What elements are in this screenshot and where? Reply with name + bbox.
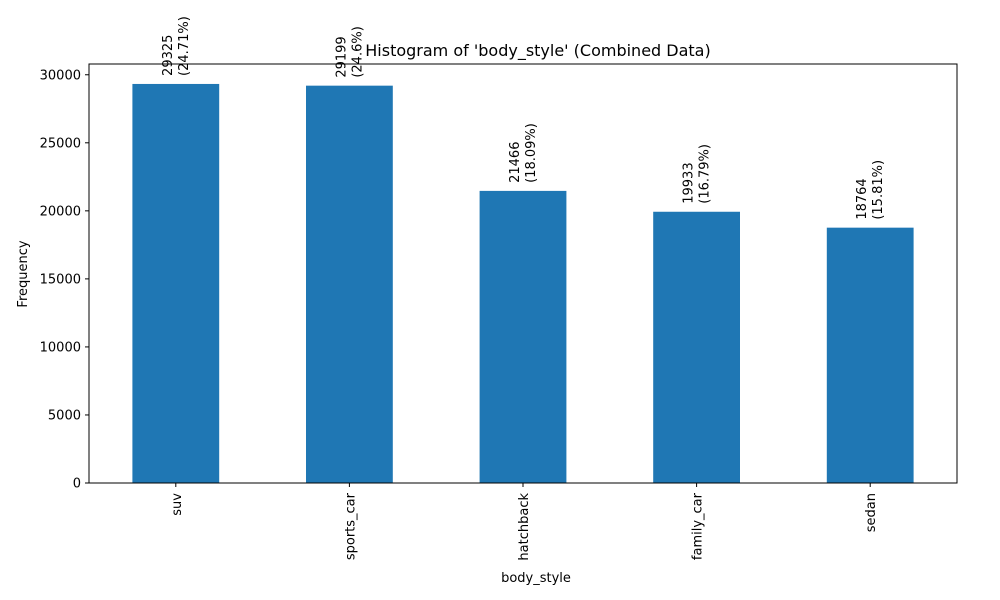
chart-title: Histogram of 'body_style' (Combined Data… xyxy=(365,41,710,61)
x-tick-label-hatchback: hatchback xyxy=(517,493,532,561)
y-axis-label: Frequency xyxy=(16,240,31,307)
bar-value-label-sports_car: 29199(24.6%) xyxy=(334,26,365,77)
x-tick-label-sports_car: sports_car xyxy=(343,492,358,560)
bar-value-label-suv: 29325(24.71%) xyxy=(161,16,192,76)
bar-hatchback xyxy=(479,190,567,483)
bar-family_car xyxy=(653,211,740,483)
y-tick-label-25000: 25000 xyxy=(40,136,81,151)
bar-value-label-hatchback: 21466(18.09%) xyxy=(508,123,539,183)
bar-sports_car xyxy=(306,85,393,484)
plot-area: 29325(24.71%) suv 29199(24.6%) sports_car 21… xyxy=(40,16,958,561)
y-tick-label-0: 0 xyxy=(73,477,81,492)
y-tick-label-10000: 10000 xyxy=(40,340,81,355)
bar-suv xyxy=(132,83,220,483)
x-tick-label-family_car: family_car xyxy=(691,492,706,560)
plot-frame xyxy=(88,63,958,484)
bar-value-label-sedan: 18764(15.81%) xyxy=(855,160,886,220)
bar-sedan xyxy=(826,227,914,483)
bar-value-label-family_car: 19933(16.79%) xyxy=(682,144,713,204)
x-axis-label: body_style xyxy=(501,571,571,586)
y-tick-label-30000: 30000 xyxy=(40,68,81,83)
x-tick-label-suv: suv xyxy=(170,493,185,516)
y-tick-label-5000: 5000 xyxy=(48,408,81,423)
y-tick-label-20000: 20000 xyxy=(40,204,81,219)
y-tick-label-15000: 15000 xyxy=(40,272,81,287)
x-tick-label-sedan: sedan xyxy=(864,493,879,532)
